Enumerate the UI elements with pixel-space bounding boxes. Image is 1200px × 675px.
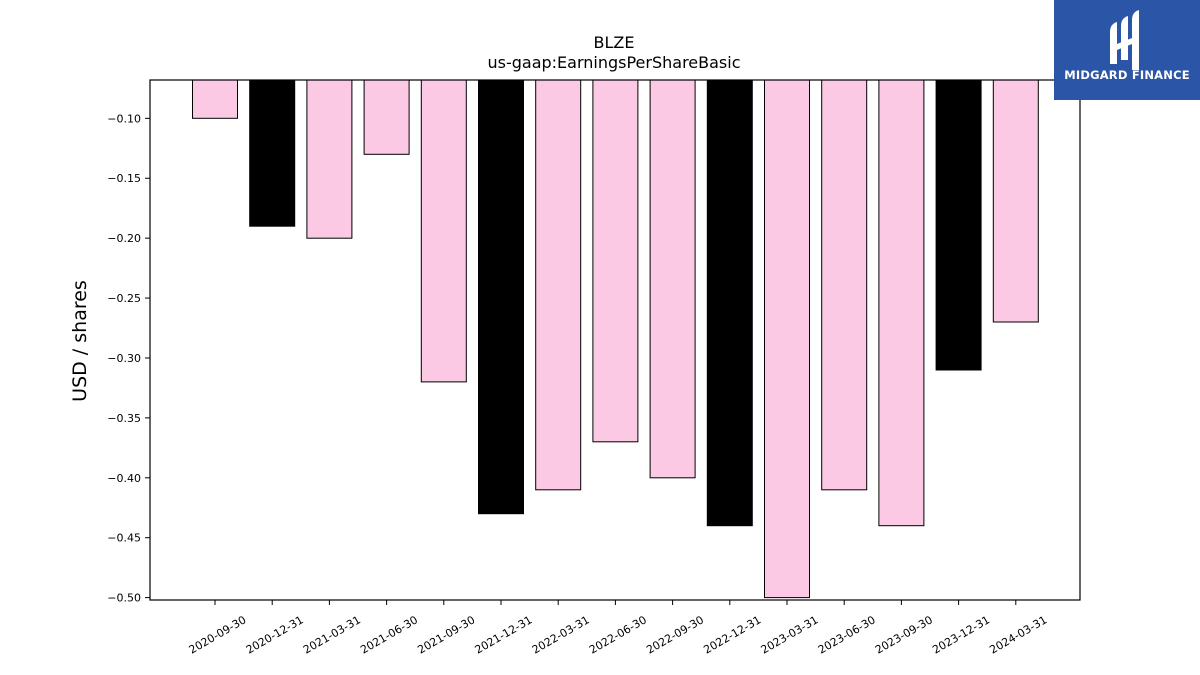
bar-2022-03-31: [535, 79, 582, 491]
x-tick-label: 2021-12-31: [473, 613, 535, 656]
y-tick-label: −0.20: [107, 232, 141, 245]
bar-2023-09-30: [878, 79, 925, 527]
bar-2023-03-31: [764, 79, 810, 599]
y-tick-label: −0.45: [107, 532, 141, 545]
x-axis-ticks: 2020-09-302020-12-312021-03-312021-06-30…: [187, 600, 1049, 657]
bar-2021-03-31: [306, 79, 353, 239]
x-tick-label: 2021-09-30: [415, 613, 477, 656]
y-axis-ticks: −0.10 −0.15 −0.20 −0.25 −0.30 −0.35 −0.40 −0.45…: [107, 112, 150, 605]
y-tick-label: −0.10: [107, 112, 141, 125]
bar-2022-12-31: [706, 79, 753, 527]
bar-2021-06-30: [363, 79, 410, 155]
bar-2020-12-31: [249, 79, 296, 227]
chart-title: BLZE: [594, 33, 635, 52]
bar-2021-09-30: [420, 79, 467, 383]
chart-subtitle: us-gaap:EarningsPerShareBasic: [487, 53, 740, 72]
x-tick-label: 2023-09-30: [873, 613, 935, 656]
x-tick-label: 2022-03-31: [530, 613, 592, 656]
watermark-logo: MIDGARD FINANCE: [1054, 0, 1200, 100]
x-tick-label: 2024-03-31: [987, 613, 1049, 656]
bar-2024-03-31: [992, 79, 1039, 323]
watermark-text: MIDGARD FINANCE: [1064, 68, 1190, 82]
bar-2020-09-30: [192, 79, 238, 119]
y-tick-label: −0.15: [107, 172, 141, 185]
bar-2023-06-30: [821, 79, 868, 491]
x-tick-label: 2022-12-31: [701, 613, 763, 656]
x-tick-label: 2022-06-30: [587, 613, 649, 656]
y-tick-label: −0.30: [107, 352, 141, 365]
x-tick-label: 2023-06-30: [816, 613, 878, 656]
y-axis-label: USD / shares: [69, 280, 91, 402]
y-tick-label: −0.35: [107, 412, 141, 425]
bar-2023-12-31: [935, 79, 982, 371]
x-tick-label: 2021-03-31: [301, 613, 363, 656]
x-tick-label: 2023-03-31: [759, 613, 821, 656]
bars-group: [192, 79, 1039, 599]
y-tick-label: −0.40: [107, 472, 141, 485]
x-tick-label: 2021-06-30: [358, 613, 420, 656]
logo-mark-icon: [1110, 10, 1139, 70]
x-tick-label: 2020-12-31: [244, 613, 306, 656]
bar-2022-09-30: [649, 79, 696, 479]
x-tick-label: 2022-09-30: [644, 613, 706, 656]
x-tick-label: 2023-12-31: [930, 613, 992, 656]
x-tick-label: 2020-09-30: [187, 613, 249, 656]
bar-2021-12-31: [478, 79, 524, 515]
y-tick-label: −0.50: [107, 592, 141, 605]
y-tick-label: −0.25: [107, 292, 141, 305]
bar-2022-06-30: [592, 79, 639, 443]
